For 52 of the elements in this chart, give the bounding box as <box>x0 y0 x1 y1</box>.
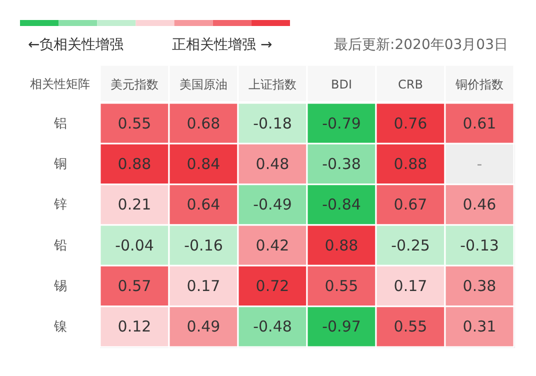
data-label: 0.61 <box>462 114 496 132</box>
data-label: 0.55 <box>118 114 152 132</box>
y-tick-label: 铝 <box>53 116 67 132</box>
data-label: 0.46 <box>462 196 496 214</box>
data-label: -0.79 <box>322 114 361 132</box>
data-label: 0.67 <box>394 196 428 214</box>
data-label: 0.31 <box>462 318 496 336</box>
data-label: 0.48 <box>256 155 290 173</box>
data-label: -0.04 <box>115 236 154 254</box>
x-tick-label: 美国原油 <box>180 78 228 92</box>
data-label: -0.84 <box>322 196 361 214</box>
data-label: -0.18 <box>253 114 292 132</box>
data-label: 0.76 <box>394 114 428 132</box>
data-label: -0.97 <box>322 318 361 336</box>
data-label: -0.13 <box>460 236 499 254</box>
data-label: 0.68 <box>186 114 220 132</box>
x-tick-label: 上证指数 <box>248 78 296 92</box>
data-label: 0.88 <box>394 155 428 173</box>
data-label: -0.48 <box>253 318 292 336</box>
chart-subtitle: 最后更新:2020年03月03日 <box>334 37 508 53</box>
data-label: 0.55 <box>324 277 358 295</box>
data-label: 0.42 <box>256 236 290 254</box>
data-label: 0.17 <box>186 277 220 295</box>
data-label: -0.38 <box>322 155 361 173</box>
data-label: -0.25 <box>391 236 430 254</box>
x-tick-label: CRB <box>398 78 423 92</box>
x-tick-label: BDI <box>330 78 352 92</box>
text: - <box>476 155 482 173</box>
data-label: 0.88 <box>118 155 152 173</box>
y-tick-label: 锌 <box>53 198 67 213</box>
data-label: 0.17 <box>394 277 428 295</box>
data-label: 0.84 <box>186 155 220 173</box>
y-tick-label: 铅 <box>53 238 67 254</box>
x-tick-label: 美元指数 <box>110 78 158 92</box>
y-tick-label: 铜 <box>53 157 67 172</box>
data-label: 0.64 <box>186 196 220 214</box>
data-label: 0.57 <box>118 277 152 295</box>
data-label: 0.49 <box>186 318 220 336</box>
data-label: 0.38 <box>462 277 496 295</box>
y-tick-label: 镍 <box>53 320 67 335</box>
x-tick-label: 铜价指数 <box>454 78 504 92</box>
data-label: 0.72 <box>256 277 290 295</box>
text: ←负相关性增强 <box>28 37 124 53</box>
y-tick-label: 锡 <box>53 279 67 294</box>
data-label: 0.55 <box>394 318 428 336</box>
data-label: 0.12 <box>118 318 152 336</box>
data-label: -0.16 <box>184 236 223 254</box>
y-axis-title: 相关性矩阵 <box>30 77 90 91</box>
data-label: 0.88 <box>324 236 358 254</box>
data-label: 0.21 <box>118 196 152 214</box>
data-label: -0.49 <box>253 196 292 214</box>
text: 正相关性增强 → <box>172 37 272 53</box>
